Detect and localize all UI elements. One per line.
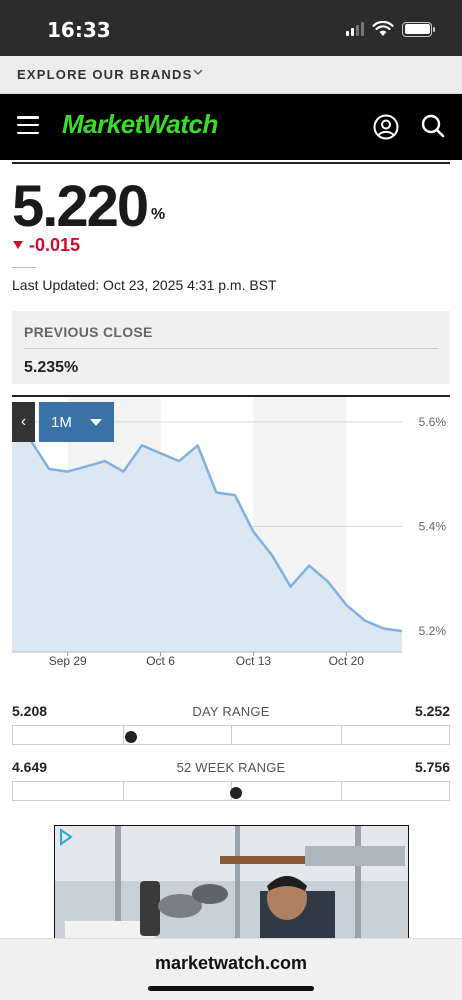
divider: [24, 348, 438, 349]
divider: [12, 162, 450, 164]
url-text: marketwatch.com: [154, 953, 308, 973]
week52-range-label: 52 WEEK RANGE: [176, 760, 286, 775]
chart-series-line: [11, 436, 403, 633]
site-header: MarketWatch: [0, 94, 462, 160]
chart-range-value: 1M: [51, 414, 72, 431]
week52-range-marker: [230, 787, 243, 799]
cellular-signal-icon: [346, 22, 364, 36]
chart-y-tick-label: 5.4%: [419, 520, 447, 534]
explore-brands-bar[interactable]: EXPLORE OUR BRANDS: [0, 56, 462, 94]
quote-unit: %: [151, 206, 166, 223]
previous-close-label: PREVIOUS CLOSE: [24, 324, 153, 340]
search-icon[interactable]: [421, 114, 445, 138]
chart-x-tick-label: Sep 29: [49, 654, 87, 668]
marketwatch-logo[interactable]: MarketWatch: [62, 109, 218, 139]
quote-price: 5.220: [12, 174, 149, 239]
week52-range-track: [12, 781, 450, 801]
divider: [12, 395, 450, 397]
chart-x-tick-label: Oct 6: [146, 654, 175, 668]
day-range-low: 5.208: [12, 703, 48, 719]
status-icons: [346, 21, 435, 37]
chevron-left-icon: ‹: [20, 413, 27, 430]
previous-close-value: 5.235%: [24, 359, 79, 376]
chart-area: [12, 437, 402, 652]
browser-address-bar[interactable]: marketwatch.com: [0, 938, 462, 1000]
menu-icon[interactable]: [17, 116, 39, 134]
explore-brands-label: EXPLORE OUR BRANDS: [17, 67, 193, 82]
chart-y-tick-label: 5.6%: [419, 415, 447, 429]
divider: [12, 267, 36, 268]
home-indicator[interactable]: [148, 986, 314, 991]
ad-image: [55, 826, 408, 939]
chevron-down-icon: [193, 69, 203, 76]
week52-range-low: 4.649: [12, 759, 48, 775]
down-arrow-icon: [13, 241, 23, 249]
week52-range-high: 5.756: [414, 759, 450, 775]
day-range-label: DAY RANGE: [192, 704, 270, 719]
last-updated: Last Updated: Oct 23, 2025 4:31 p.m. BST: [12, 277, 277, 293]
day-range-track: [12, 725, 450, 745]
price-chart[interactable]: 5.6% 5.4% 5.2% Sep 29 Oct 6 Oct 13 Oct 20: [0, 397, 462, 677]
user-account-icon[interactable]: [373, 114, 399, 140]
previous-close-box: PREVIOUS CLOSE 5.235%: [12, 311, 450, 384]
chart-x-tick-label: Oct 20: [329, 654, 365, 668]
chart-range-select[interactable]: 1M: [39, 402, 114, 442]
caret-down-icon: [90, 419, 102, 426]
chart-back-button[interactable]: ‹: [12, 402, 35, 442]
chart-y-tick-label: 5.2%: [419, 624, 447, 638]
chart-x-tick-label: Oct 13: [236, 654, 272, 668]
wifi-icon: [372, 21, 394, 36]
day-range-high: 5.252: [414, 703, 450, 719]
battery-icon: [402, 21, 435, 37]
day-range-marker: [125, 731, 138, 743]
status-time: 16:33: [47, 18, 111, 42]
advertisement[interactable]: [54, 825, 409, 940]
quote-change: -0.015: [29, 235, 81, 255]
status-bar: 16:33: [0, 0, 462, 56]
